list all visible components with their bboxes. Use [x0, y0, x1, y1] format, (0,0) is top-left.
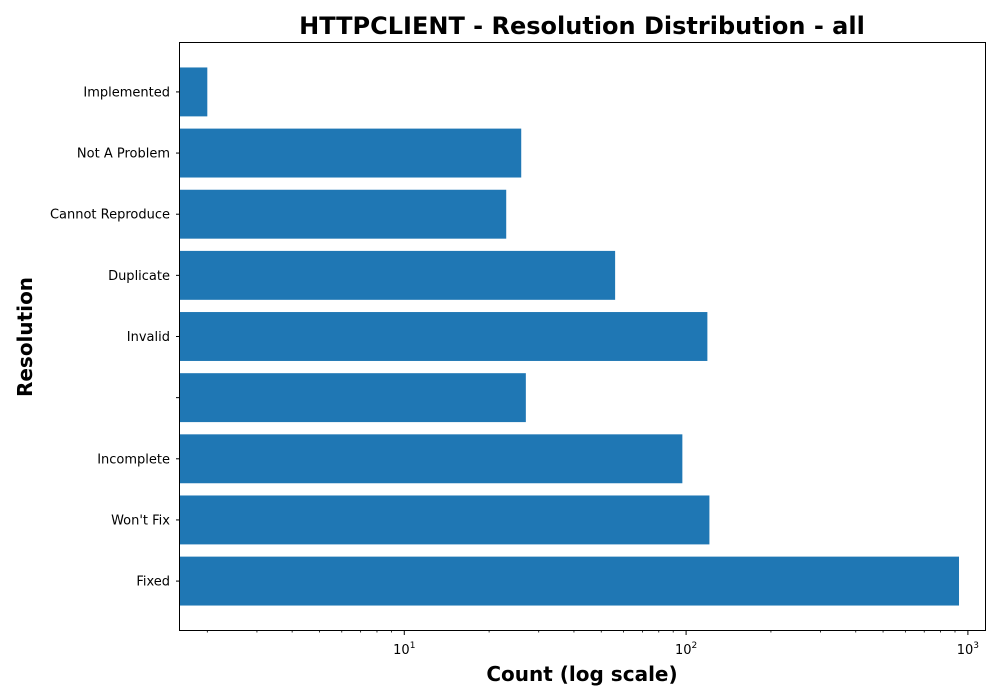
x-axis-label: Count (log scale) — [486, 662, 677, 686]
y-tick-label: Won't Fix — [111, 513, 170, 528]
bar — [180, 189, 507, 239]
bar — [180, 434, 683, 484]
y-tick-label: Cannot Reproduce — [50, 208, 170, 223]
y-tick-label: Invalid — [127, 330, 170, 345]
y-tick-label: Incomplete — [97, 452, 170, 467]
bar — [180, 495, 710, 545]
chart-title: HTTPCLIENT - Resolution Distribution - a… — [299, 12, 865, 40]
bar — [180, 373, 526, 423]
x-tick-label: 103 — [957, 641, 979, 658]
bar — [180, 250, 616, 300]
x-tick-label: 102 — [675, 641, 697, 658]
bar — [180, 128, 522, 178]
axis-ticks: Implemented Not A Problem Cannot Reproduce… — [50, 85, 979, 658]
y-tick-label: Implemented — [83, 85, 170, 100]
bars — [180, 67, 960, 606]
y-tick-label: Not A Problem — [77, 147, 170, 162]
y-tick-label: Duplicate — [108, 269, 170, 284]
x-tick-label: 101 — [393, 641, 415, 658]
plot-frame — [179, 42, 986, 631]
bar — [180, 67, 208, 117]
y-axis-label: Resolution — [13, 277, 37, 397]
bar — [180, 312, 708, 361]
bar — [180, 556, 960, 606]
y-tick-label: Fixed — [136, 575, 170, 590]
